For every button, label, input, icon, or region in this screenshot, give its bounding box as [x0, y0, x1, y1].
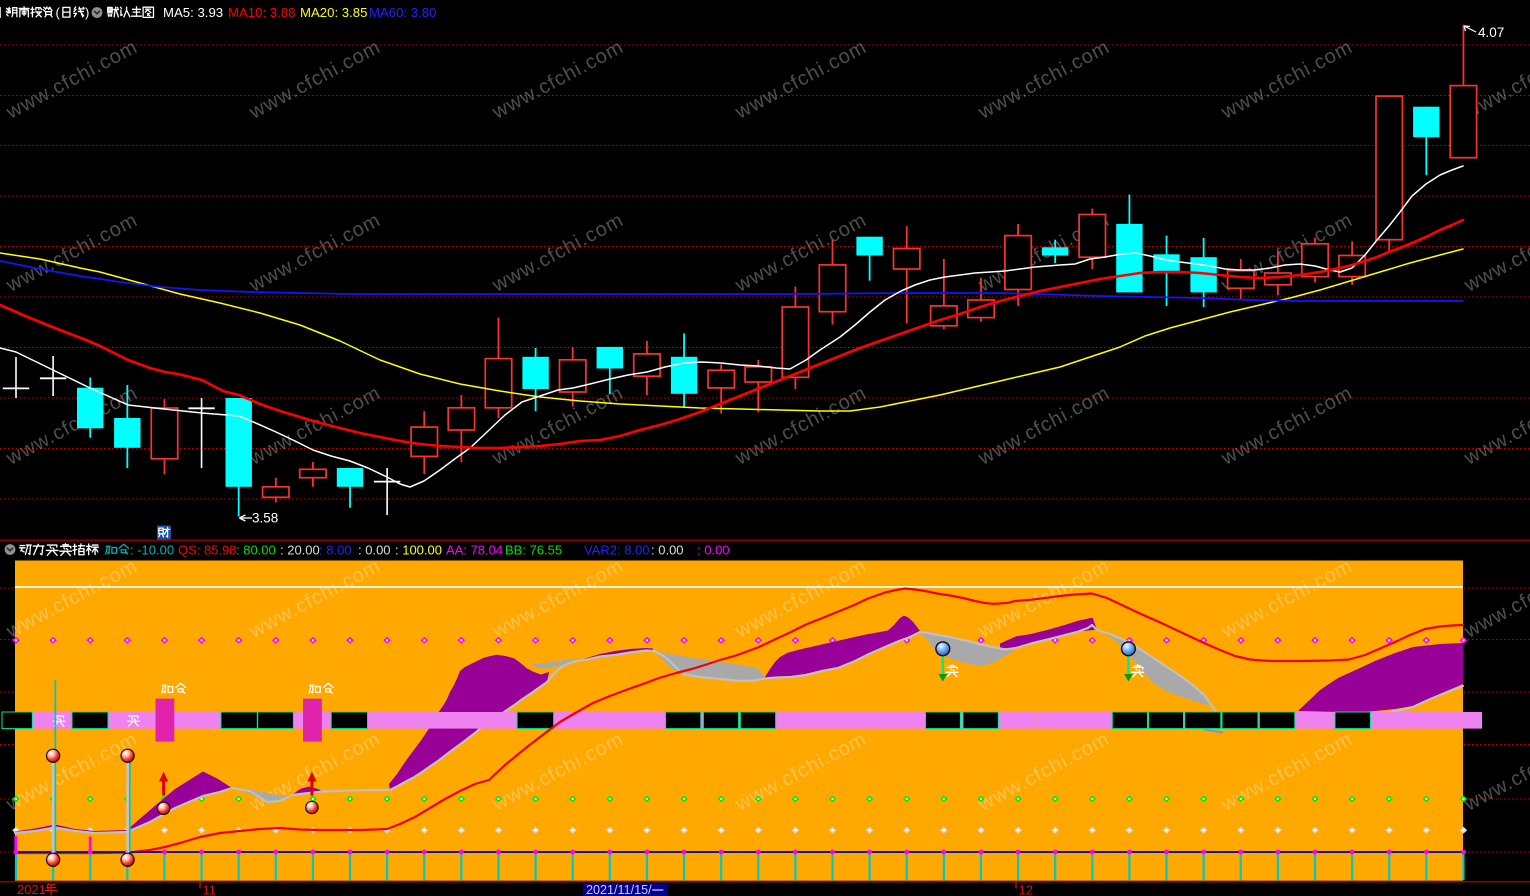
svg-text:11: 11 [203, 883, 217, 896]
svg-text:: 8.00: : 8.00 [319, 543, 352, 558]
svg-text:4.07: 4.07 [1478, 25, 1504, 40]
svg-text:: 0.00: : 0.00 [697, 543, 730, 558]
svg-text:2021: 2021 [17, 882, 46, 896]
svg-text:: 80.00: : 80.00 [236, 543, 276, 558]
svg-text:: 0.00: : 0.00 [651, 543, 684, 558]
svg-text:2021/11/15/: 2021/11/15/ [586, 883, 652, 896]
svg-text:(: ( [56, 5, 61, 20]
svg-text:QS: 85.98: QS: 85.98 [178, 543, 237, 558]
svg-text:: 0.00: : 0.00 [358, 543, 391, 558]
svg-text:: 100.00: : 100.00 [395, 543, 442, 558]
svg-text:: -10.00: : -10.00 [130, 543, 174, 558]
svg-text:: 20.00: : 20.00 [280, 543, 320, 558]
svg-text:AA: 78.04: AA: 78.04 [446, 543, 503, 558]
svg-text:3.58: 3.58 [252, 511, 278, 526]
svg-text:MA10: 3.88: MA10: 3.88 [228, 5, 295, 20]
svg-text:12: 12 [1019, 883, 1033, 896]
svg-text:MA20: 3.85: MA20: 3.85 [300, 5, 367, 20]
svg-text:BB: 76.55: BB: 76.55 [505, 543, 562, 558]
svg-text:MA60: 3.80: MA60: 3.80 [369, 5, 436, 20]
svg-text:): ) [85, 5, 89, 20]
svg-text:MA5: 3.93: MA5: 3.93 [163, 5, 223, 20]
svg-text:VAR2: 8.00: VAR2: 8.00 [584, 543, 650, 558]
